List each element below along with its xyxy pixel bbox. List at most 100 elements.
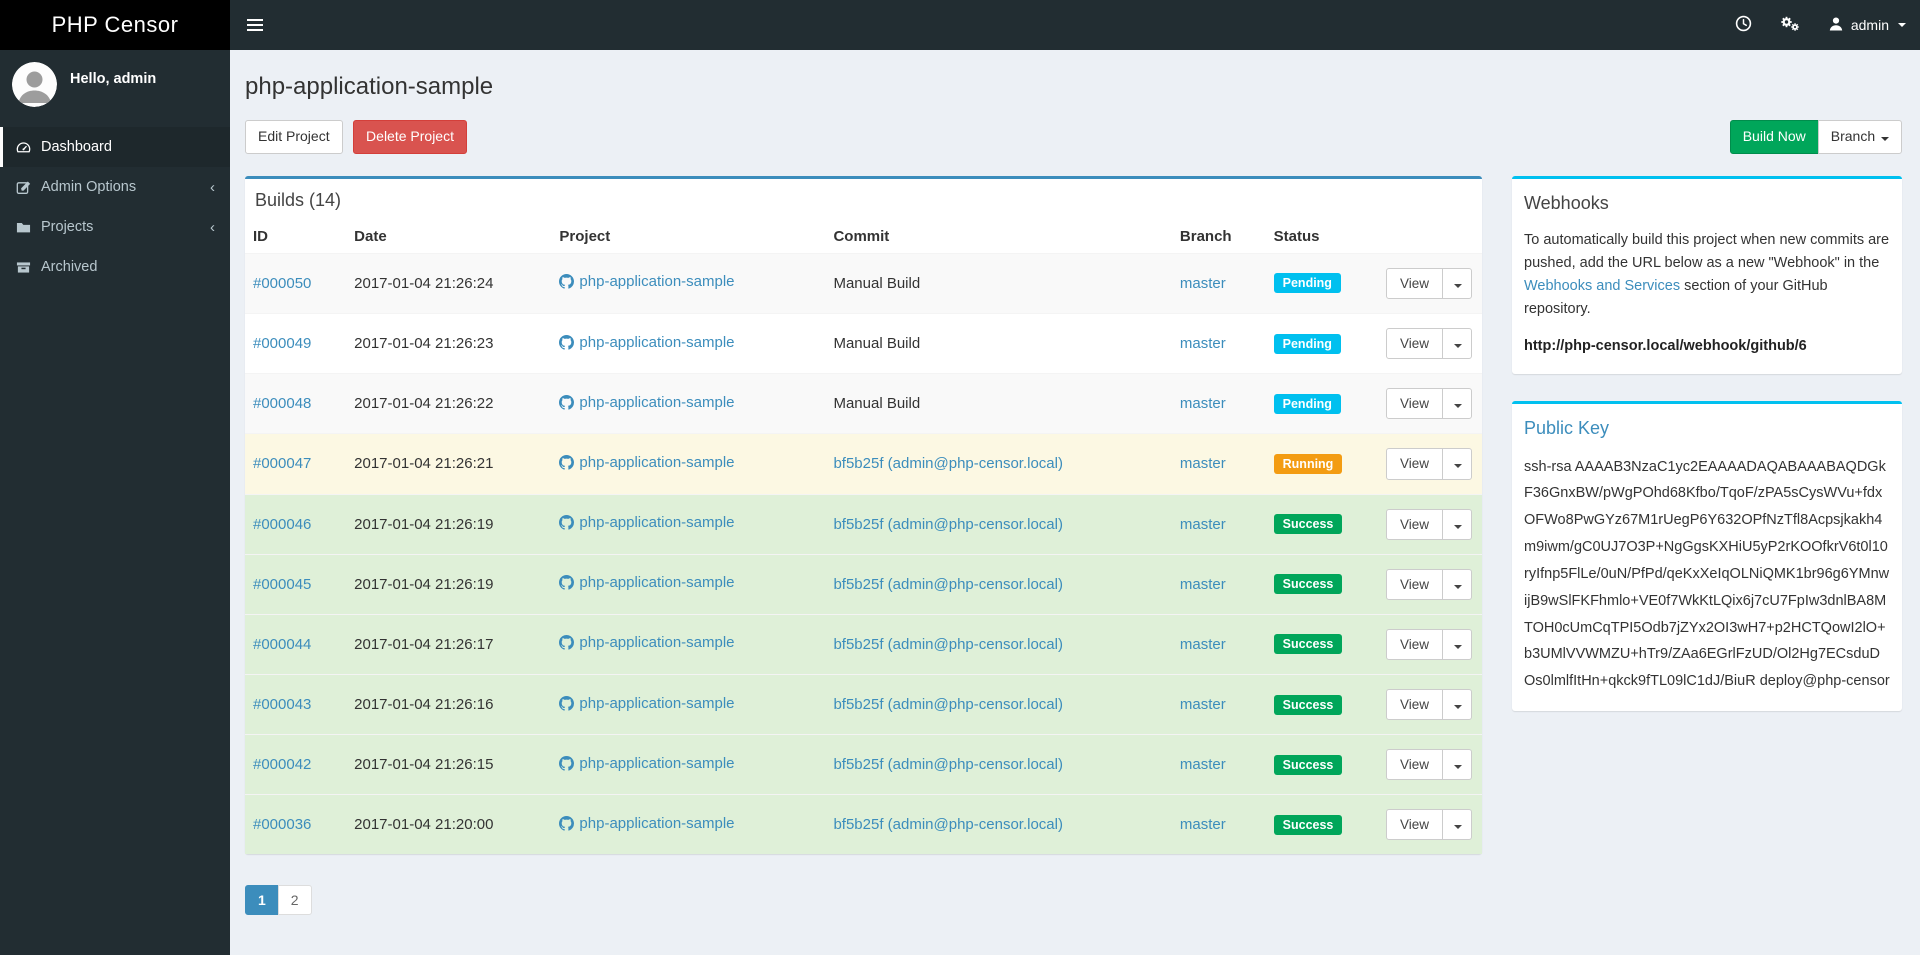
- commit-label[interactable]: bf5b25f (admin@php-censor.local): [833, 635, 1063, 653]
- project-link[interactable]: php-application-sample: [559, 695, 735, 712]
- view-dropdown-button[interactable]: [1442, 328, 1472, 360]
- view-build-button[interactable]: View: [1385, 388, 1443, 420]
- webhooks-description: To automatically build this project when…: [1524, 231, 1890, 318]
- branch-link[interactable]: master: [1179, 575, 1226, 593]
- branch-link[interactable]: master: [1179, 335, 1226, 353]
- public-key-value: ssh-rsa AAAAB3NzaC1yc2EAAAADAQABAAABAQDG…: [1524, 458, 1890, 690]
- branch-link[interactable]: master: [1179, 455, 1226, 473]
- sidebar: Hello, admin Dashboard Admin Options ‹ P…: [0, 50, 230, 955]
- project-link[interactable]: php-application-sample: [559, 394, 735, 411]
- edit-project-button[interactable]: Edit Project: [245, 120, 343, 154]
- caret-down-icon: [1454, 584, 1462, 589]
- branch-link[interactable]: master: [1179, 696, 1226, 714]
- commit-label[interactable]: bf5b25f (admin@php-censor.local): [833, 816, 1063, 834]
- branch-link[interactable]: master: [1179, 816, 1226, 834]
- build-now-button[interactable]: Build Now: [1729, 120, 1819, 154]
- commit-label[interactable]: bf5b25f (admin@php-censor.local): [833, 515, 1063, 533]
- build-id-link[interactable]: #000043: [253, 696, 312, 714]
- project-link[interactable]: php-application-sample: [559, 815, 735, 832]
- project-link[interactable]: php-application-sample: [559, 514, 735, 531]
- view-build-button[interactable]: View: [1385, 267, 1443, 300]
- branch-link[interactable]: master: [1179, 635, 1226, 653]
- view-build-button[interactable]: View: [1385, 508, 1443, 540]
- view-dropdown-button[interactable]: [1442, 809, 1472, 841]
- table-row: #000043 2017-01-04 21:26:16 php-applicat…: [245, 673, 1482, 735]
- view-dropdown-button[interactable]: [1442, 388, 1472, 420]
- commit-label: Manual Build: [833, 395, 921, 413]
- commit-label[interactable]: bf5b25f (admin@php-censor.local): [833, 756, 1063, 774]
- project-link[interactable]: php-application-sample: [559, 574, 735, 594]
- view-build-button[interactable]: View: [1385, 448, 1443, 480]
- commit-label[interactable]: bf5b25f (admin@php-censor.local): [833, 575, 1063, 593]
- column-header-actions: [1377, 219, 1482, 254]
- view-dropdown-button[interactable]: [1442, 448, 1472, 480]
- view-dropdown-button[interactable]: [1442, 749, 1472, 781]
- build-id-link[interactable]: #000048: [253, 395, 312, 413]
- build-id-link[interactable]: #000049: [253, 335, 312, 353]
- view-build-button[interactable]: View: [1385, 628, 1443, 660]
- build-id-link[interactable]: #000047: [253, 455, 312, 473]
- commit-label[interactable]: bf5b25f (admin@php-censor.local): [833, 455, 1063, 473]
- column-header-id: ID: [245, 219, 347, 254]
- branch-link[interactable]: master: [1179, 515, 1226, 533]
- project-actions-row: Edit Project Delete Project Build Now Br…: [245, 120, 1902, 154]
- build-date: 2017-01-04 21:26:19: [346, 493, 552, 555]
- page-button-1[interactable]: 1: [245, 885, 279, 916]
- build-id-link[interactable]: #000044: [253, 635, 312, 653]
- sidebar-item-dashboard[interactable]: Dashboard: [0, 127, 230, 167]
- settings-button[interactable]: [1766, 0, 1814, 50]
- build-id-link[interactable]: #000036: [253, 816, 312, 834]
- status-badge: Pending: [1273, 393, 1341, 414]
- view-build-button[interactable]: View: [1385, 688, 1443, 721]
- build-date: 2017-01-04 21:26:21: [346, 433, 552, 494]
- branch-dropdown-button[interactable]: Branch: [1817, 120, 1902, 154]
- view-build-button[interactable]: View: [1385, 809, 1443, 841]
- user-menu-button[interactable]: admin: [1814, 0, 1920, 50]
- branch-link[interactable]: master: [1179, 756, 1226, 774]
- view-build-button[interactable]: View: [1385, 568, 1443, 600]
- build-id-link[interactable]: #000042: [253, 756, 312, 774]
- commit-label[interactable]: bf5b25f (admin@php-censor.local): [833, 696, 1063, 714]
- view-dropdown-button[interactable]: [1442, 267, 1472, 300]
- build-date: 2017-01-04 21:26:15: [346, 734, 552, 795]
- branch-link[interactable]: master: [1179, 274, 1226, 292]
- status-badge: Success: [1273, 754, 1343, 775]
- github-icon: [559, 575, 575, 594]
- view-dropdown-button[interactable]: [1442, 508, 1472, 540]
- build-queue-button[interactable]: [1721, 0, 1766, 50]
- branch-link[interactable]: master: [1179, 395, 1226, 413]
- build-id-link[interactable]: #000050: [253, 274, 312, 292]
- build-id-link[interactable]: #000045: [253, 575, 312, 593]
- sidebar-item-label: Projects: [41, 219, 94, 235]
- sidebar-item-admin-options[interactable]: Admin Options ‹: [0, 167, 230, 207]
- column-header-status: Status: [1265, 219, 1378, 254]
- sidebar-toggle-button[interactable]: [230, 0, 280, 50]
- caret-down-icon: [1454, 644, 1462, 649]
- delete-project-button[interactable]: Delete Project: [353, 120, 467, 154]
- webhooks-services-link[interactable]: Webhooks and Services: [1524, 278, 1681, 295]
- main-header: PHP Censor: [0, 0, 1920, 50]
- view-build-button[interactable]: View: [1385, 328, 1443, 360]
- sidebar-item-projects[interactable]: Projects ‹: [0, 207, 230, 247]
- column-header-branch: Branch: [1171, 219, 1266, 254]
- view-build-button[interactable]: View: [1385, 749, 1443, 781]
- project-link[interactable]: php-application-sample: [559, 454, 735, 471]
- project-link[interactable]: php-application-sample: [559, 273, 735, 290]
- table-header-row: ID Date Project Commit Branch Status: [245, 219, 1482, 254]
- build-id-link[interactable]: #000046: [253, 515, 312, 533]
- project-link[interactable]: php-application-sample: [559, 755, 735, 772]
- sidebar-item-archived[interactable]: Archived: [0, 247, 230, 287]
- table-row: #000050 2017-01-04 21:26:24 php-applicat…: [245, 252, 1482, 314]
- view-dropdown-button[interactable]: [1442, 568, 1472, 600]
- caret-down-icon: [1898, 23, 1906, 27]
- caret-down-icon: [1454, 524, 1462, 529]
- app-logo[interactable]: PHP Censor: [0, 0, 230, 50]
- view-dropdown-button[interactable]: [1442, 628, 1472, 660]
- user-greeting: Hello, admin: [70, 71, 157, 87]
- status-badge: Success: [1273, 814, 1343, 835]
- page-button-2[interactable]: 2: [277, 885, 312, 916]
- view-dropdown-button[interactable]: [1442, 688, 1472, 721]
- project-link[interactable]: php-application-sample: [559, 634, 735, 651]
- github-icon: [559, 334, 575, 354]
- project-link[interactable]: php-application-sample: [559, 334, 735, 354]
